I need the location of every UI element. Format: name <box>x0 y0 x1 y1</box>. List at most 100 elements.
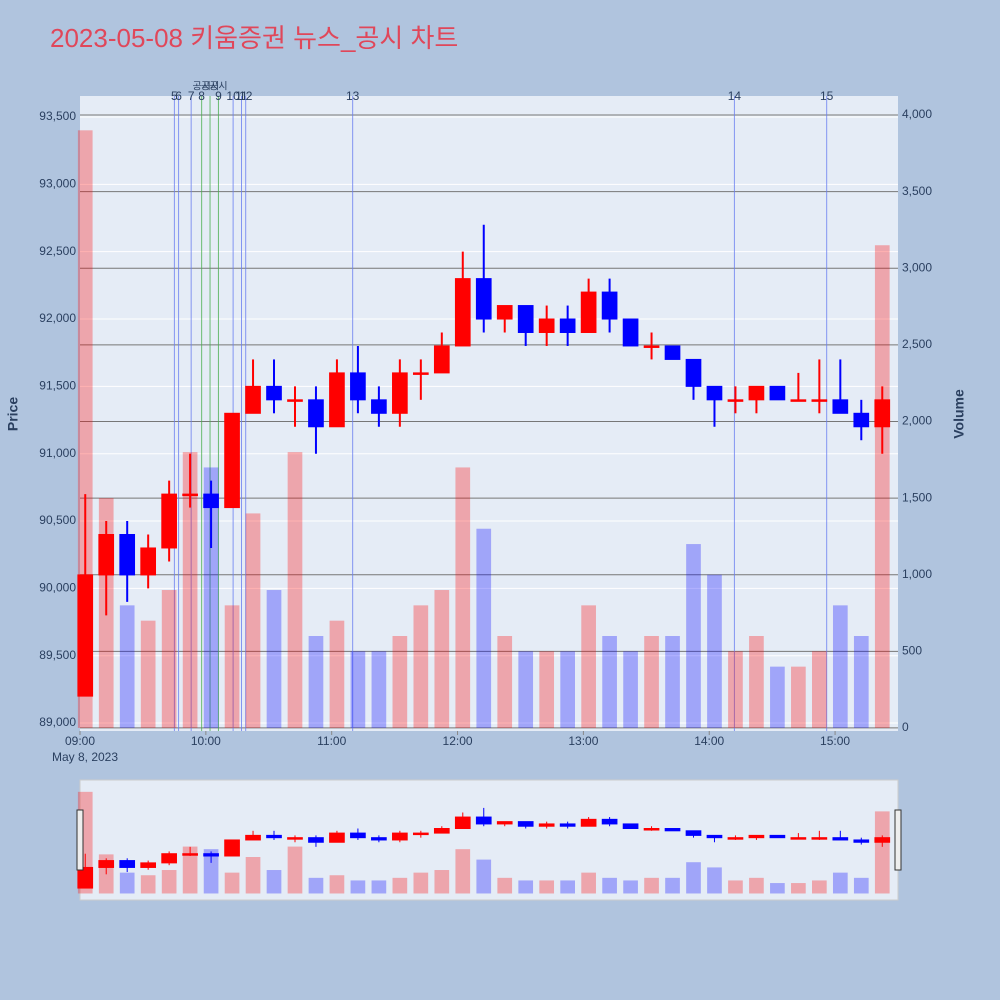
disclosures-tag: 공시 <box>209 81 227 93</box>
mini-candle-body <box>350 832 366 839</box>
candle-body <box>245 385 261 414</box>
range-handle[interactable] <box>76 809 84 871</box>
mini-candle-body <box>161 853 177 864</box>
volume-bar <box>812 651 827 728</box>
volume-bar <box>182 452 198 728</box>
volume-bar <box>874 245 890 728</box>
range-slider[interactable] <box>79 779 899 901</box>
volume-bar <box>853 635 869 728</box>
mini-candle-body <box>77 866 94 889</box>
candle-body <box>664 345 681 360</box>
mini-candle-body <box>643 828 660 831</box>
mini-volume-bar <box>707 867 722 894</box>
mini-volume-bar <box>623 880 638 894</box>
candle-body <box>685 358 702 387</box>
mini-candle-body <box>853 839 870 843</box>
mini-volume-bar <box>455 849 471 894</box>
range-handle[interactable] <box>894 809 902 871</box>
news-label: 12 <box>239 89 253 103</box>
mini-candle-body <box>140 862 157 868</box>
y-tick-label: 90,000 <box>39 581 76 595</box>
volume-bar <box>539 651 555 728</box>
candle-body <box>748 385 765 401</box>
candle-body <box>392 372 408 414</box>
candle-body <box>559 318 576 333</box>
mini-volume-bar <box>832 872 848 894</box>
candle-body <box>874 399 891 428</box>
volume-bar <box>560 651 575 728</box>
y-axis-label: Price <box>5 397 21 431</box>
mini-volume-bar <box>350 880 366 894</box>
y-tick-label: 93,500 <box>39 109 76 123</box>
news-label: 7 <box>188 89 195 103</box>
candle-body <box>643 345 660 348</box>
candle-body <box>140 547 157 576</box>
candle-body <box>622 318 639 347</box>
mini-candle-body <box>119 860 136 868</box>
disclosures-tag: 공시 <box>201 81 219 93</box>
volume-bar <box>161 590 177 728</box>
mini-candle-body <box>601 818 618 825</box>
candle-body <box>329 372 345 428</box>
mini-candle-body <box>329 832 345 843</box>
mini-candle-body <box>287 837 303 840</box>
candle-body <box>853 412 870 428</box>
news-label: 6 <box>175 89 182 103</box>
mini-candle-body <box>538 823 555 827</box>
news-label: 14 <box>728 89 742 103</box>
mini-volume-bar <box>560 880 575 894</box>
disclosures-label: 8 <box>198 89 205 103</box>
mini-volume-bar <box>770 883 785 894</box>
mini-candle-body <box>874 837 891 843</box>
mini-candle-body <box>727 837 744 840</box>
mini-candle-body <box>622 823 639 830</box>
mini-candle-body <box>182 853 198 856</box>
mini-candle-body <box>475 816 492 825</box>
volume-bar <box>224 605 240 728</box>
y-tick-label: 91,000 <box>39 446 76 460</box>
mini-volume-bar <box>308 877 324 894</box>
candle-body <box>790 399 807 402</box>
mini-candle-body <box>748 834 765 839</box>
volume-bar <box>476 528 492 728</box>
volume-bar <box>707 574 722 728</box>
volume-bar <box>602 635 617 728</box>
mini-candle-body <box>308 837 324 843</box>
mini-volume-bar <box>686 862 701 894</box>
plot-area <box>80 96 898 731</box>
mini-volume-bar <box>728 880 743 894</box>
mini-volume-bar <box>119 872 135 894</box>
y2-tick-label: 500 <box>902 643 922 657</box>
candle-body <box>98 534 115 576</box>
x-tick-label: 13:00 <box>568 734 598 748</box>
y-tick-label: 92,500 <box>39 244 76 258</box>
candle-body <box>454 278 471 347</box>
news-label: 11 <box>235 89 248 103</box>
mini-candle-body <box>496 821 513 825</box>
candle-body <box>496 305 513 320</box>
chart-title: 2023-05-08 키움증권 뉴스_공시 차트 <box>50 23 458 53</box>
mini-volume-bar <box>245 856 261 894</box>
volume-bar <box>434 590 450 728</box>
x-tick-label: 09:00 <box>65 734 95 748</box>
candle-body <box>601 291 618 320</box>
volume-bar <box>518 651 534 728</box>
candle-body <box>517 305 534 333</box>
volume-bar <box>623 651 638 728</box>
y-tick-label: 90,500 <box>39 513 76 527</box>
y2-tick-label: 1,500 <box>902 490 932 504</box>
volume-bar <box>203 467 219 728</box>
mini-candle-body <box>266 834 282 839</box>
candle-body <box>308 399 324 428</box>
mini-candle-body <box>371 837 387 841</box>
mini-candle-body <box>832 837 849 841</box>
mini-volume-bar <box>434 870 450 894</box>
mini-volume-bar <box>749 877 764 894</box>
mini-volume-bar <box>182 846 198 894</box>
volume-bar <box>266 590 282 728</box>
mini-candle-body <box>790 837 807 840</box>
mini-candle-body <box>811 837 828 840</box>
mini-volume-bar <box>497 877 513 894</box>
y-tick-label: 91,500 <box>39 379 76 393</box>
